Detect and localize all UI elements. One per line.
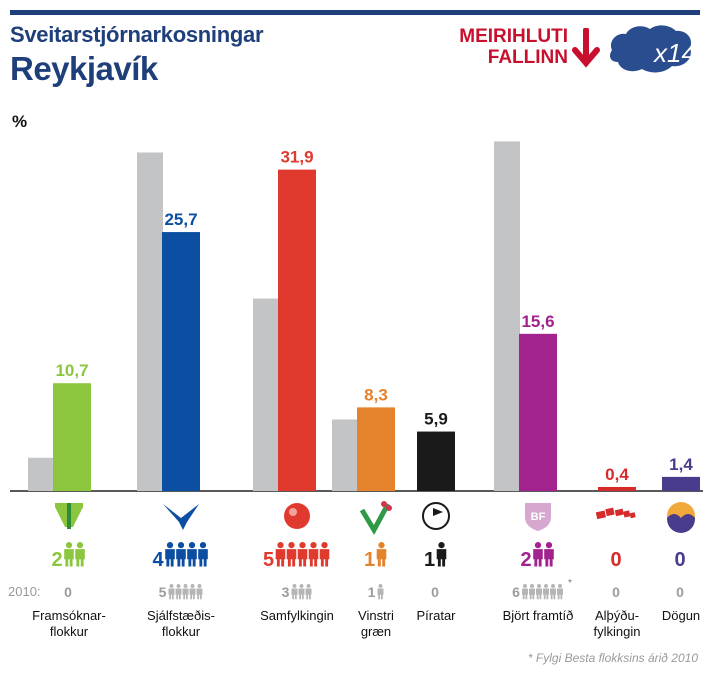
seat-person-icon	[533, 542, 543, 567]
seat-person-icon	[198, 542, 208, 567]
seats-2010-4: 0	[431, 584, 439, 600]
seat-2010-person-icon	[377, 584, 384, 600]
badge-line-1: MEIRIHLUTI	[459, 26, 568, 47]
seat-2010-person-icon	[536, 584, 542, 600]
seat-2010-person-icon	[196, 584, 203, 600]
seat-person-icon	[275, 542, 286, 567]
majority-fallen-badge: MEIRIHLUTI FALLINN	[438, 26, 568, 68]
seats-2014-7: 0	[674, 549, 685, 571]
seats-2010-2: 3	[282, 584, 290, 600]
seat-2010-person-icon	[182, 584, 189, 600]
seat-2010-person-icon	[522, 584, 528, 600]
seats-2010-1: 5	[159, 584, 167, 600]
category-label-1: Sjálfstæðis-flokkur	[147, 608, 215, 639]
header-rule	[10, 10, 700, 15]
seats-2014-5: 2	[520, 549, 531, 571]
value-label-7: 1,4	[669, 455, 693, 474]
seats-2010-7: 0	[676, 584, 684, 600]
seat-2010-person-icon	[298, 584, 305, 600]
iceland-map-icon: x14	[610, 25, 696, 73]
seat-2010-person-icon	[189, 584, 196, 600]
sunrise-logo-icon	[667, 502, 695, 533]
seat-person-icon	[187, 542, 197, 567]
rose-ball-logo-icon	[284, 503, 310, 529]
bar-2010-5	[494, 141, 520, 491]
pirate-flag-logo-icon	[422, 502, 450, 530]
vg-leaf-logo-icon	[359, 501, 392, 536]
footnote: * Fylgi Besta flokksins árið 2010	[527, 651, 698, 665]
value-label-5: 15,6	[521, 312, 554, 331]
category-label-4: Píratar	[416, 608, 456, 623]
red-flags-logo-icon	[595, 507, 636, 520]
bar-2010-3	[332, 419, 358, 491]
seat-2010-person-icon	[291, 584, 298, 600]
seats-2014-2: 5	[263, 549, 274, 571]
seat-person-icon	[75, 542, 85, 567]
seat-person-icon	[436, 542, 447, 567]
seats-2014-4: 1	[424, 549, 435, 571]
value-label-1: 25,7	[164, 210, 197, 229]
badge-line-2: FALLINN	[487, 47, 568, 68]
seat-person-icon	[286, 542, 297, 567]
arrow-down-icon	[572, 28, 600, 68]
value-label-2: 31,9	[280, 148, 313, 167]
value-label-4: 5,9	[424, 410, 448, 429]
bar-2010-0	[28, 457, 54, 491]
category-label-6: Alþýðu-fylkingin	[594, 608, 641, 639]
badge-mark: x14	[652, 38, 696, 68]
seats-2010-3: 1	[368, 584, 376, 600]
value-label-3: 8,3	[364, 385, 388, 404]
seat-person-icon	[319, 542, 330, 567]
seat-person-icon	[176, 542, 186, 567]
chart-title: Reykjavík	[10, 50, 158, 87]
seat-2010-person-icon	[543, 584, 549, 600]
seats-2010-0: 0	[64, 584, 72, 600]
bf-shield-logo-icon: BF	[525, 503, 551, 531]
bar-2014-5	[519, 333, 557, 491]
seat-person-icon	[544, 542, 554, 567]
seat-person-icon	[308, 542, 319, 567]
seats-2010-label: 2010:	[8, 584, 41, 599]
bar-2010-1	[137, 152, 163, 492]
value-label-6: 0,4	[605, 465, 629, 484]
seat-2010-person-icon	[305, 584, 312, 600]
seat-person-icon	[297, 542, 308, 567]
seat-person-icon	[376, 542, 387, 567]
chart-subtitle: Sveitarstjórnarkosningar	[10, 22, 264, 47]
bar-2014-6	[598, 486, 636, 491]
seat-2010-person-icon	[175, 584, 182, 600]
bf-logo-text: BF	[531, 511, 546, 523]
bar-2014-0	[53, 383, 91, 491]
seat-2010-person-icon	[168, 584, 175, 600]
seat-2010-person-icon	[550, 584, 556, 600]
seat-2010-person-icon	[557, 584, 563, 600]
framsokn-logo-icon	[55, 503, 83, 529]
seats-2014-1: 4	[152, 549, 164, 571]
seats-2010-note-5: *	[568, 578, 572, 589]
bar-2014-4	[417, 431, 455, 491]
category-label-7: Dögun	[662, 608, 700, 623]
category-label-3: Vinstri græn	[358, 608, 394, 639]
bar-2010-2	[253, 298, 279, 491]
bar-2014-7	[662, 476, 700, 491]
seat-2010-person-icon	[529, 584, 535, 600]
seat-person-icon	[165, 542, 175, 567]
bar-2014-1	[162, 232, 200, 491]
seats-2010-5: 6	[512, 584, 520, 600]
seat-person-icon	[64, 542, 74, 567]
seats-2014-0: 2	[51, 549, 62, 571]
falcon-logo-icon	[163, 504, 199, 530]
bar-2014-3	[357, 407, 395, 491]
seats-2014-6: 0	[610, 549, 621, 571]
value-label-0: 10,7	[55, 361, 88, 380]
bar-2014-2	[278, 169, 316, 492]
category-label-2: Samfylkingin	[260, 608, 334, 623]
category-label-5: Björt framtíð	[503, 608, 574, 623]
category-label-0: Framsóknar-flokkur	[32, 608, 106, 639]
seats-2014-3: 1	[364, 549, 375, 571]
y-unit-label: %	[12, 112, 28, 131]
seats-2010-6: 0	[612, 584, 620, 600]
